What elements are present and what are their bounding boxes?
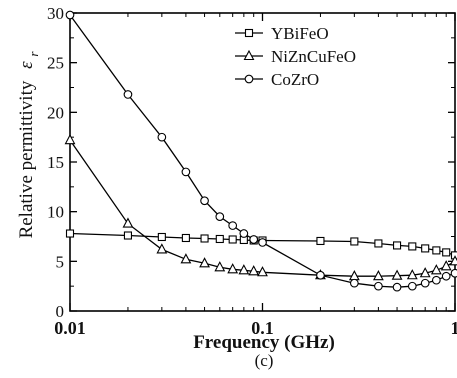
data-point-cozro xyxy=(451,269,457,277)
data-point-nizncufeo xyxy=(442,261,451,270)
y-tick-label: 15 xyxy=(47,153,64,172)
data-point-ybifeo xyxy=(216,235,223,242)
legend-marker-ybifeo xyxy=(246,30,253,37)
legend-entry-nizncufeo: NiZnCuFeO xyxy=(235,47,356,66)
y-tick-label: 25 xyxy=(47,54,64,73)
legend-entry-ybifeo: YBiFeO xyxy=(235,24,329,43)
data-point-ybifeo xyxy=(409,243,416,250)
data-point-cozro xyxy=(201,197,209,205)
series-nizncufeo xyxy=(66,135,457,280)
data-point-ybifeo xyxy=(433,247,440,254)
data-point-ybifeo xyxy=(351,238,358,245)
data-point-ybifeo xyxy=(158,233,165,240)
data-point-cozro xyxy=(442,272,450,280)
y-tick-label: 5 xyxy=(56,252,65,271)
figure-caption: (c) xyxy=(255,351,274,370)
x-axis-title: Frequency (GHz) xyxy=(193,332,335,353)
data-point-ybifeo xyxy=(67,230,74,237)
data-point-ybifeo xyxy=(375,240,382,247)
legend-entry-cozro: CoZrO xyxy=(235,70,319,89)
data-point-nizncufeo xyxy=(157,244,166,253)
series-layer xyxy=(66,11,457,291)
x-tick-label: 0.01 xyxy=(54,318,86,338)
y-tick-label: 20 xyxy=(47,103,64,122)
data-point-cozro xyxy=(433,276,441,284)
data-point-cozro xyxy=(216,213,224,221)
data-point-ybifeo xyxy=(229,236,236,243)
data-point-cozro xyxy=(229,222,237,230)
data-point-cozro xyxy=(421,279,429,287)
y-axis-title-subscript: r xyxy=(26,51,41,57)
series-line-nizncufeo xyxy=(70,140,455,276)
y-axis-title-symbol: ε xyxy=(16,61,37,69)
data-point-nizncufeo xyxy=(66,135,75,144)
data-point-cozro xyxy=(182,168,190,176)
legend-label-nizncufeo: NiZnCuFeO xyxy=(271,47,356,66)
data-point-ybifeo xyxy=(422,245,429,252)
y-axis-title-text: Relative permittivity xyxy=(16,80,37,238)
legend-marker-nizncufeo xyxy=(245,51,254,60)
legend-label-cozro: CoZrO xyxy=(271,70,319,89)
data-point-cozro xyxy=(317,271,325,279)
legend-label-ybifeo: YBiFeO xyxy=(271,24,329,43)
legend-marker-cozro xyxy=(245,75,253,83)
data-point-ybifeo xyxy=(394,242,401,249)
data-point-cozro xyxy=(375,282,383,290)
data-point-ybifeo xyxy=(201,235,208,242)
data-point-ybifeo xyxy=(443,249,450,256)
data-point-cozro xyxy=(250,236,258,244)
data-point-cozro xyxy=(158,133,166,141)
data-point-cozro xyxy=(408,282,416,290)
data-point-ybifeo xyxy=(182,234,189,241)
data-point-ybifeo xyxy=(124,232,131,239)
data-point-cozro xyxy=(240,230,248,238)
legend: YBiFeO NiZnCuFeO CoZrO xyxy=(235,24,356,89)
data-point-cozro xyxy=(259,239,267,247)
data-point-cozro xyxy=(66,11,74,19)
data-point-cozro xyxy=(124,91,132,99)
data-point-ybifeo xyxy=(317,237,324,244)
data-point-cozro xyxy=(351,279,359,287)
data-point-cozro xyxy=(393,283,401,291)
y-axis-title: Relative permittivity ε r xyxy=(16,51,41,239)
x-tick-label: 1 xyxy=(451,318,457,338)
y-tick-label: 10 xyxy=(47,203,64,222)
y-tick-label: 30 xyxy=(47,4,64,23)
